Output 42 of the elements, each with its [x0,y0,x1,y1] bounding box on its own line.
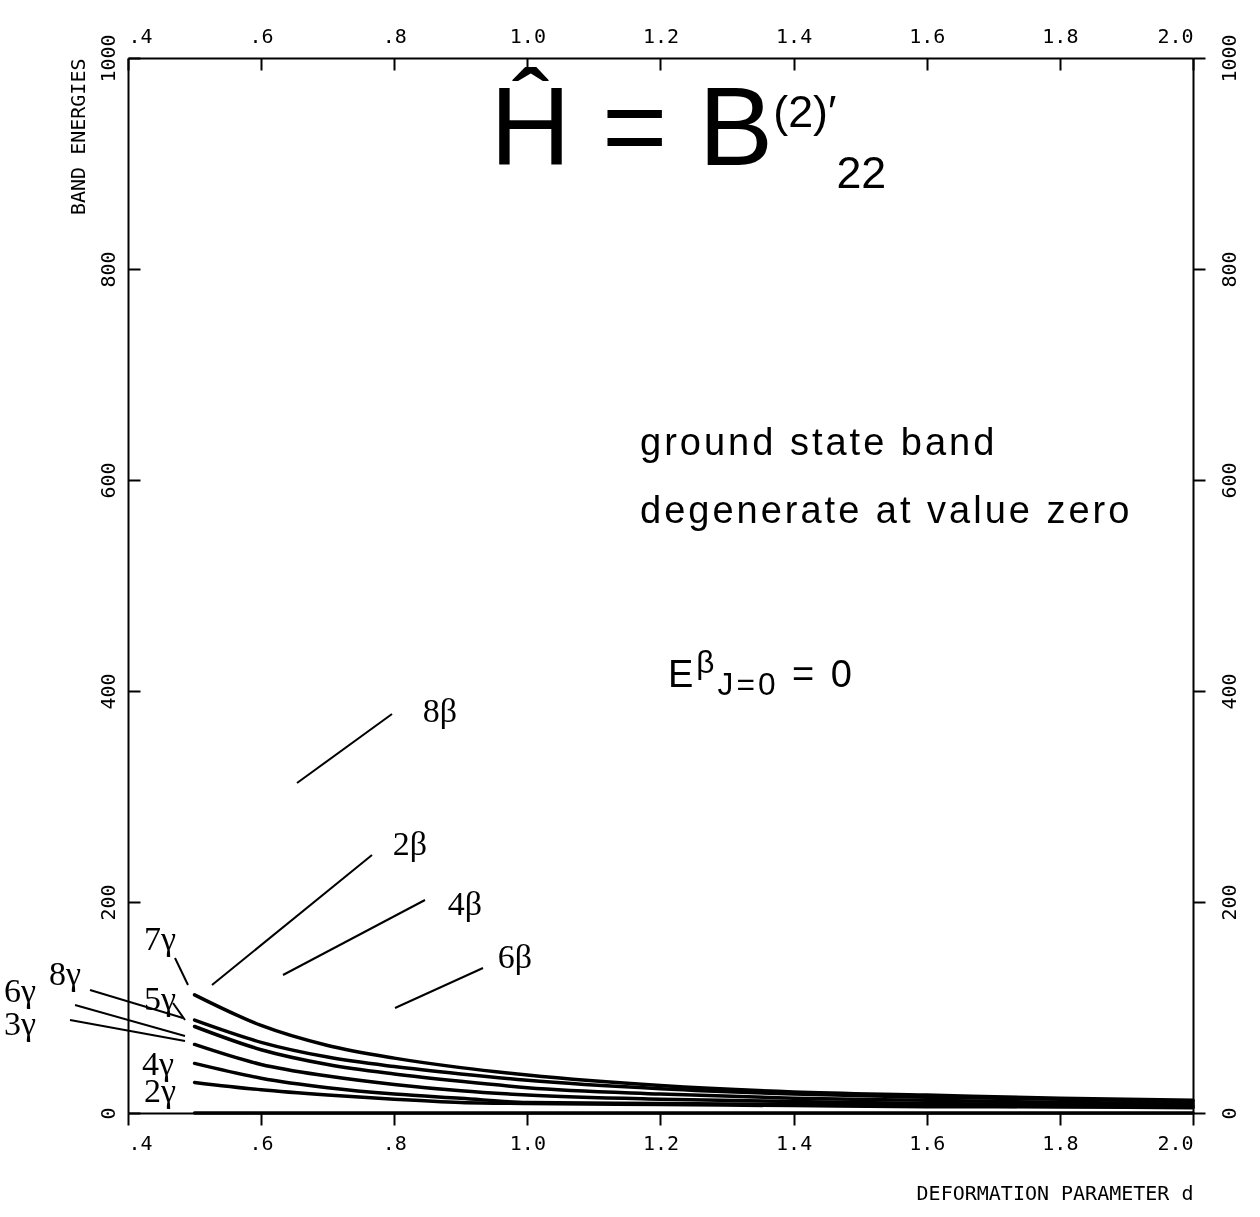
x2-tick-label: 1.8 [1042,1130,1079,1155]
y-tick-label: 1000 [95,34,120,83]
x-tick-label: 2.0 [1157,23,1194,48]
y2-tick-label: 600 [1216,462,1241,499]
y-axis-title: BAND ENERGIES [65,58,90,216]
x-tick-label: 1.2 [642,23,680,48]
x-tick-label: 1.8 [1042,23,1079,48]
x2-tick-label: .6 [249,1130,274,1155]
x-axis-title: DEFORMATION PARAMETER d [916,1180,1194,1205]
x2-tick-label: 1.4 [776,1130,813,1155]
text: 6γ [3,972,37,1009]
annotation: 2β [392,825,428,862]
y-tick-label: 0 [95,1107,120,1120]
annotation: ground state band degenerate at value zero [640,420,1134,533]
x2-tick-label: .8 [382,1130,407,1155]
annotation: E$^{β}$$_{J=0}$ = 0 [668,643,856,705]
annotation: 6β [497,938,533,975]
x2-tick-label: 1.2 [642,1130,680,1155]
y2-tick-label: 400 [1216,673,1241,710]
y-tick-label: 400 [95,673,120,710]
x2-tick-label: 2.0 [1157,1130,1194,1155]
annotation: 5γ [143,980,177,1017]
x-tick-label: .8 [382,23,407,48]
annotation: 8β [422,692,458,729]
y2-tick-label: 1000 [1216,34,1241,83]
y-tick-label: 200 [95,884,120,921]
x-tick-label: 1.6 [909,23,946,48]
y-tick-label: 600 [95,462,120,499]
y2-tick-label: 0 [1216,1107,1241,1120]
annotation: 4β [447,885,483,922]
x2-tick-label: 1.0 [509,1130,546,1155]
y2-tick-label: 800 [1216,251,1241,288]
x-tick-label: .4 [128,23,153,48]
x2-tick-label: .4 [128,1130,153,1155]
annotation: 7γ [143,920,177,957]
x-tick-label: 1.0 [509,23,546,48]
text: 8γ [48,955,82,992]
x-tick-label: .6 [249,23,274,48]
y-tick-label: 800 [95,251,120,288]
x-tick-label: 1.4 [776,23,813,48]
x2-tick-label: 1.6 [909,1130,946,1155]
y2-tick-label: 200 [1216,884,1241,921]
